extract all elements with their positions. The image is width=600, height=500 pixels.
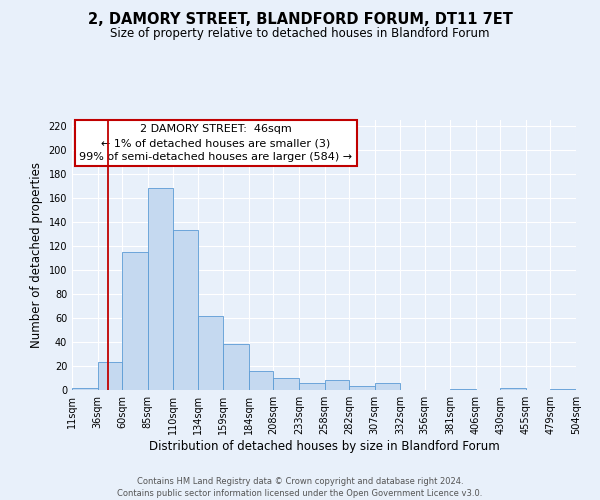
Bar bbox=[223, 344, 249, 390]
Bar bbox=[325, 380, 349, 390]
Y-axis label: Number of detached properties: Number of detached properties bbox=[30, 162, 43, 348]
Bar bbox=[374, 383, 400, 390]
Text: Contains HM Land Registry data © Crown copyright and database right 2024.
Contai: Contains HM Land Registry data © Crown c… bbox=[118, 476, 482, 498]
X-axis label: Distribution of detached houses by size in Blandford Forum: Distribution of detached houses by size … bbox=[149, 440, 499, 453]
Bar bbox=[349, 386, 374, 390]
Bar bbox=[274, 378, 299, 390]
Bar bbox=[173, 230, 198, 390]
Bar bbox=[249, 371, 274, 390]
Bar bbox=[122, 252, 148, 390]
Bar bbox=[550, 389, 576, 390]
Bar bbox=[500, 388, 526, 390]
Bar bbox=[450, 389, 476, 390]
Bar bbox=[299, 383, 325, 390]
Text: 2, DAMORY STREET, BLANDFORD FORUM, DT11 7ET: 2, DAMORY STREET, BLANDFORD FORUM, DT11 … bbox=[88, 12, 512, 28]
Bar bbox=[148, 188, 173, 390]
Bar bbox=[98, 362, 122, 390]
Text: 2 DAMORY STREET:  46sqm
← 1% of detached houses are smaller (3)
99% of semi-deta: 2 DAMORY STREET: 46sqm ← 1% of detached … bbox=[79, 124, 352, 162]
Bar bbox=[72, 388, 98, 390]
Bar bbox=[198, 316, 223, 390]
Text: Size of property relative to detached houses in Blandford Forum: Size of property relative to detached ho… bbox=[110, 28, 490, 40]
